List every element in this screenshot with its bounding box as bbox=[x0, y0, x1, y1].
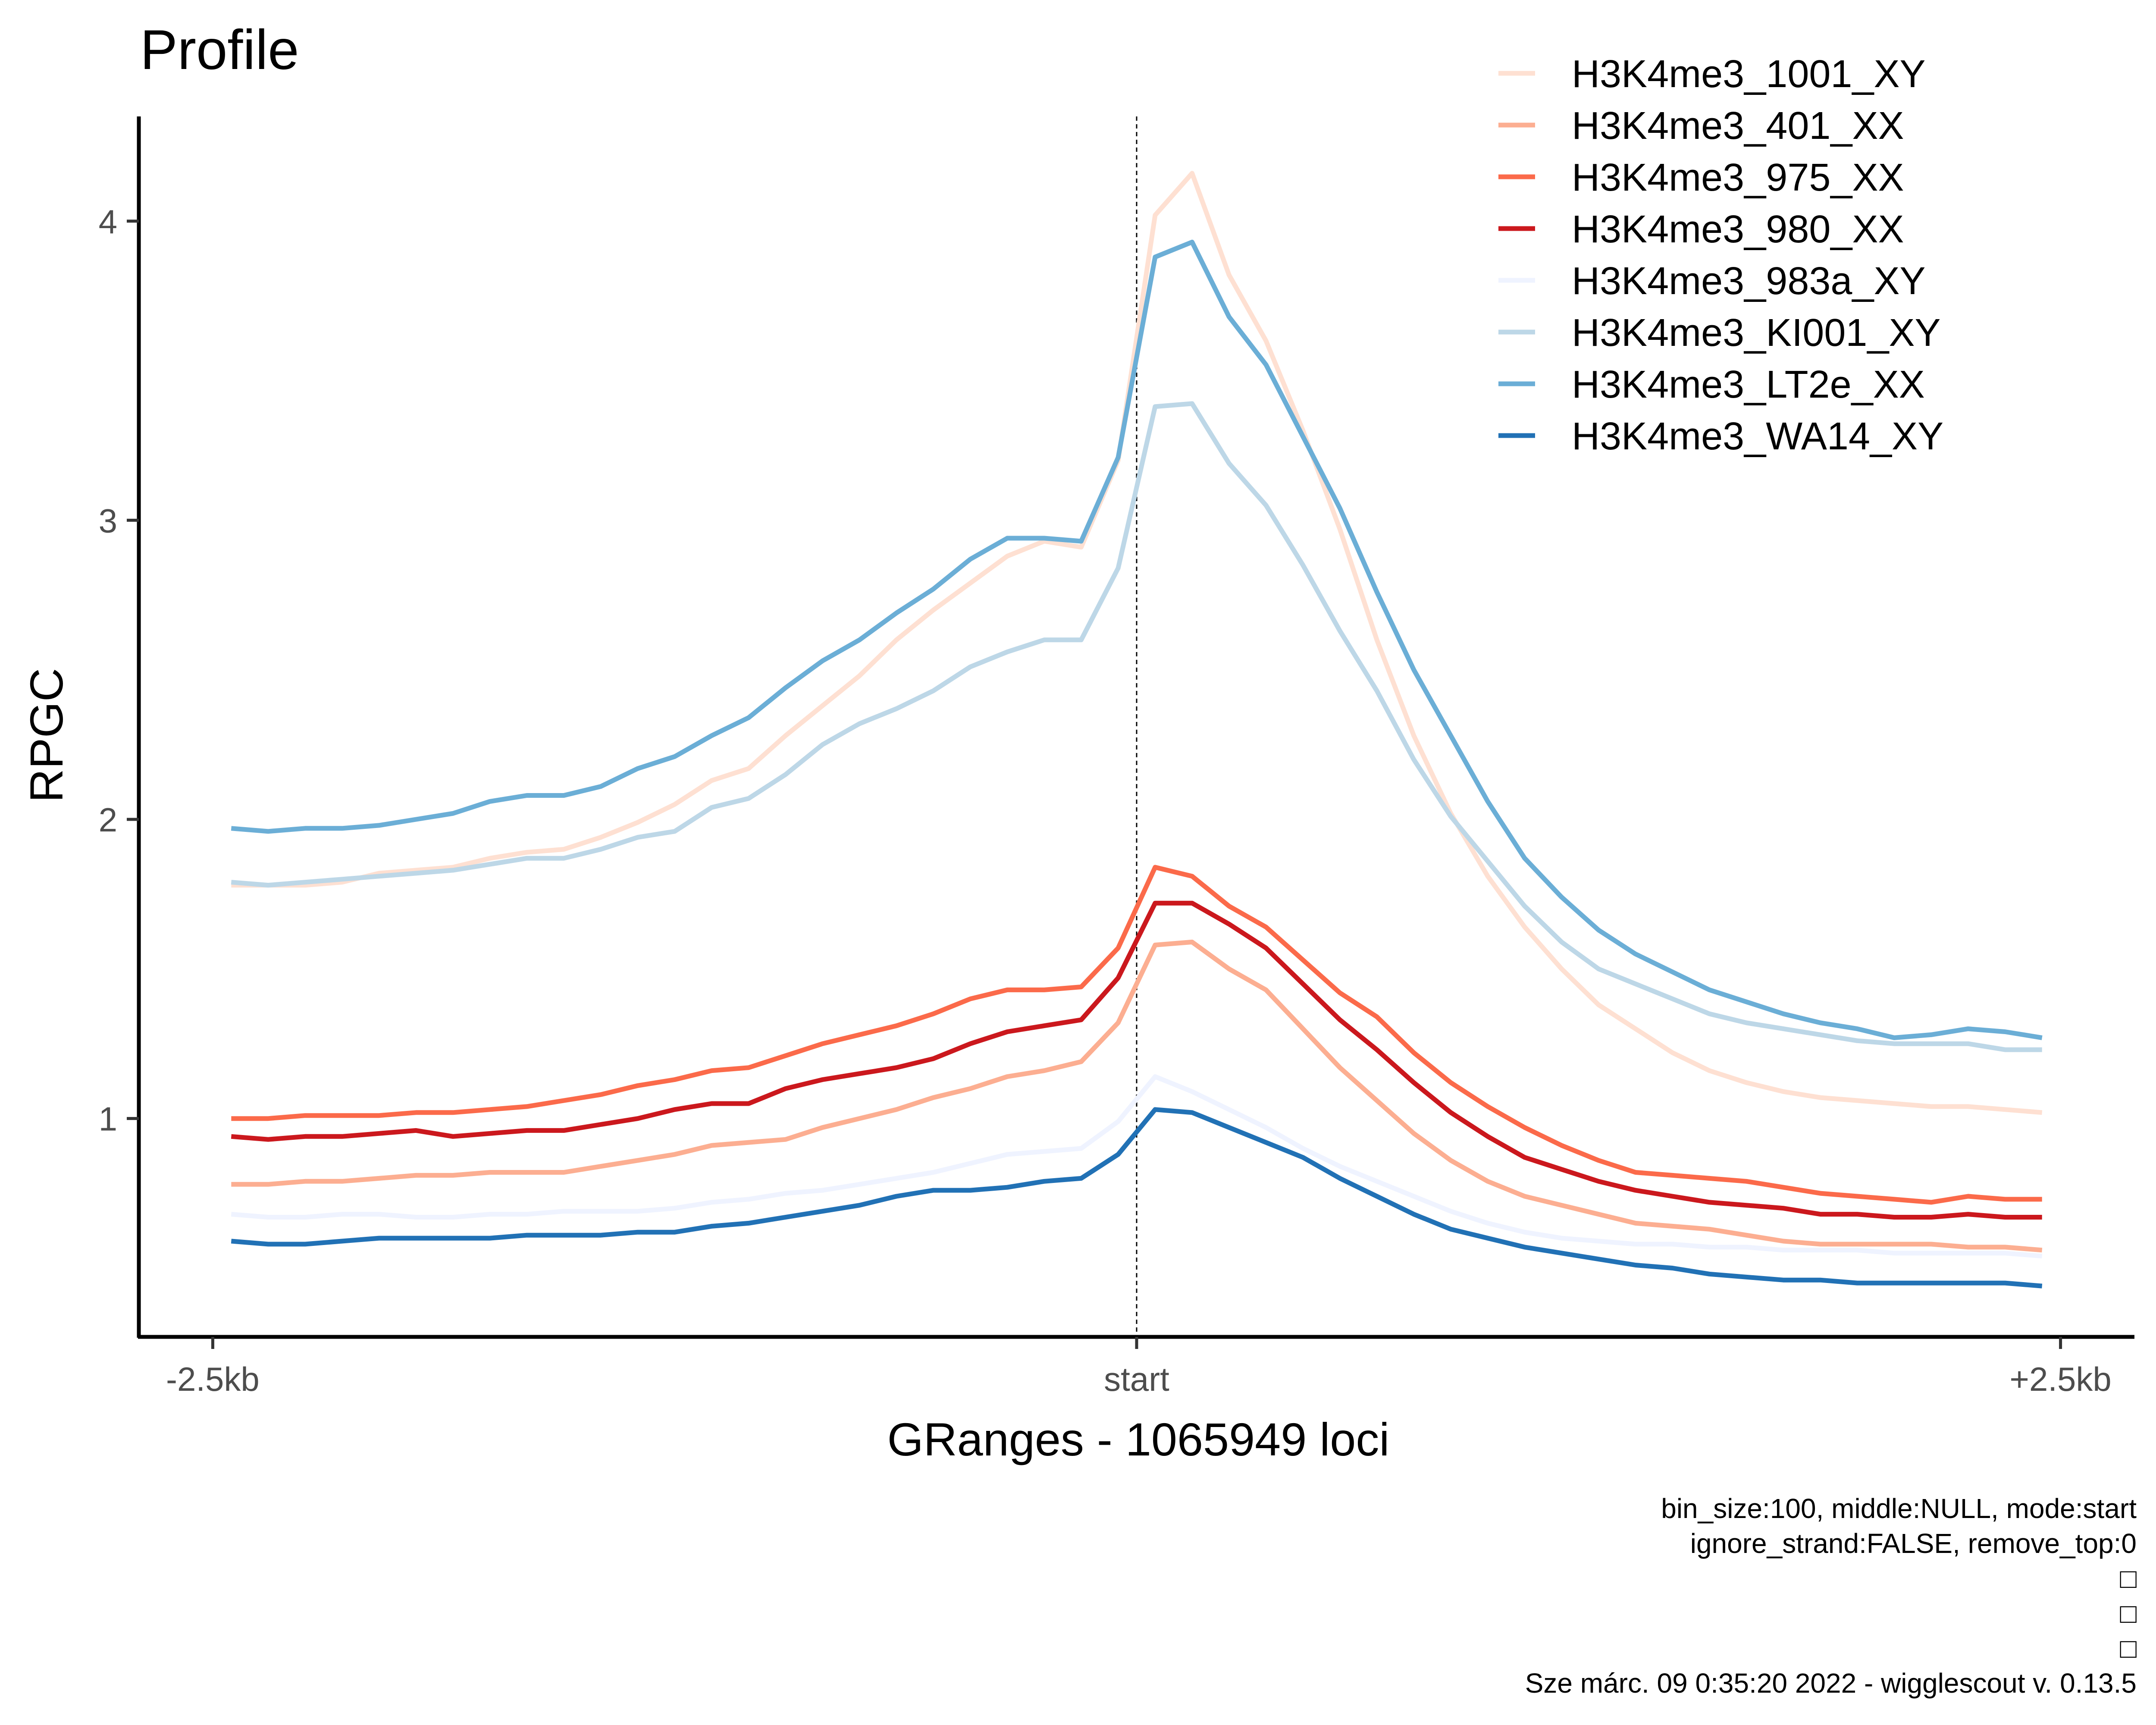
legend-label: H3K4me3_KI001_XY bbox=[1572, 311, 1941, 354]
legend-label: H3K4me3_401_XX bbox=[1572, 104, 1904, 147]
legend-label: H3K4me3_975_XX bbox=[1572, 156, 1904, 199]
y-tick-label: 4 bbox=[99, 203, 117, 241]
legend: H3K4me3_1001_XY H3K4me3_401_XX H3K4me3_975… bbox=[1498, 53, 1943, 458]
series-line-h3k4me3-401-xx bbox=[231, 939, 2043, 1253]
plot-area bbox=[231, 116, 2043, 1337]
legend-label: H3K4me3_LT2e_XX bbox=[1572, 363, 1925, 406]
y-tick-label: 1 bbox=[99, 1100, 117, 1138]
y-tick-label: 2 bbox=[99, 801, 117, 839]
series-line-h3k4me3-ki001-xy bbox=[231, 401, 2042, 1052]
x-tick-label: -2.5kb bbox=[166, 1360, 260, 1398]
legend-label: H3K4me3_WA14_XY bbox=[1572, 415, 1943, 458]
series-line-h3k4me3-wa14-xy bbox=[231, 1107, 2043, 1289]
series-line-h3k4me3-lt2e-xx bbox=[231, 239, 2043, 1040]
legend-label: H3K4me3_1001_XY bbox=[1572, 53, 1926, 96]
caption-line: □ bbox=[2120, 1633, 2137, 1664]
series-line-h3k4me3-980-xx bbox=[231, 900, 2042, 1220]
caption-line: ignore_strand:FALSE, remove_top:0 bbox=[1690, 1528, 2137, 1559]
chart-title: Profile bbox=[140, 18, 299, 81]
series-line-h3k4me3-983a-xy bbox=[231, 1074, 2043, 1259]
x-axis-title: GRanges - 1065949 loci bbox=[887, 1413, 1390, 1465]
y-tick-label: 3 bbox=[99, 502, 117, 539]
legend-label: H3K4me3_983a_XY bbox=[1572, 260, 1926, 303]
x-axis: -2.5kb start +2.5kb bbox=[138, 1335, 2134, 1398]
series-line-h3k4me3-1001-xy bbox=[231, 171, 2043, 1115]
caption-line: □ bbox=[2120, 1563, 2137, 1594]
caption-line: bin_size:100, middle:NULL, mode:start bbox=[1661, 1493, 2137, 1524]
caption-line: Sze márc. 09 0:35:20 2022 - wigglescout … bbox=[1525, 1668, 2137, 1699]
series-line-h3k4me3-975-xx bbox=[231, 865, 2042, 1205]
caption-line: □ bbox=[2120, 1598, 2137, 1629]
y-axis: 1 2 3 4 bbox=[99, 116, 141, 1338]
caption: bin_size:100, middle:NULL, mode:start ign… bbox=[1525, 1493, 2137, 1699]
x-tick-label: start bbox=[1104, 1360, 1169, 1398]
x-tick-label: +2.5kb bbox=[2009, 1360, 2111, 1398]
y-axis-title: RPGC bbox=[20, 668, 72, 803]
legend-label: H3K4me3_980_XX bbox=[1572, 208, 1904, 251]
